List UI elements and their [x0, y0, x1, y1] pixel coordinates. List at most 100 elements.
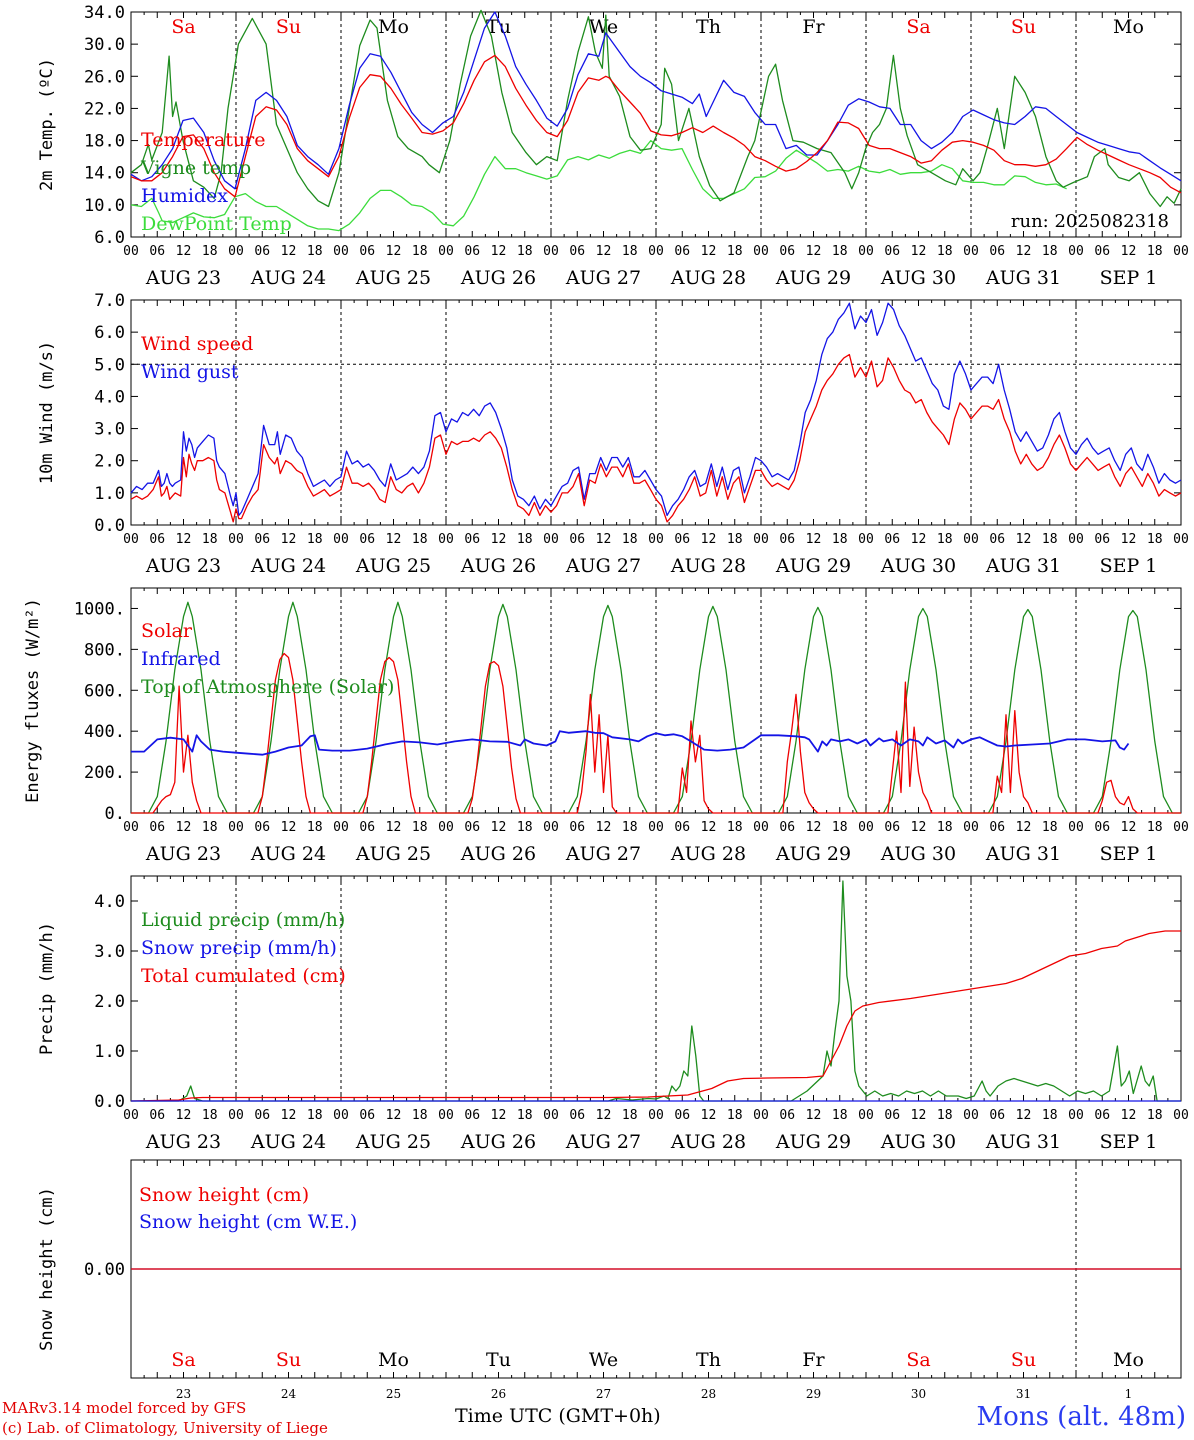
- y-tick-label: 1000.: [74, 599, 125, 619]
- date-label: AUG 30: [880, 555, 956, 577]
- time-axis-label: Time UTC (GMT+0h): [455, 1405, 661, 1427]
- day-number-label: 27: [596, 1387, 611, 1401]
- series-line: [131, 880, 1181, 1102]
- y-tick-label: 2.0: [94, 452, 125, 472]
- series-line: [130, 11, 1182, 190]
- hour-tick-label: 00: [753, 244, 769, 259]
- hour-tick-label: 12: [1016, 244, 1032, 259]
- lab-credit: (c) Lab. of Climatology, University of L…: [2, 1419, 328, 1437]
- date-label: AUG 29: [775, 843, 851, 865]
- hour-tick-label: 00: [438, 532, 454, 547]
- hour-tick-label: 00: [1068, 820, 1084, 835]
- series-label: Temperature: [141, 129, 265, 151]
- day-of-week-label: We: [589, 16, 618, 38]
- y-tick-label: 0.00: [84, 1260, 125, 1280]
- hour-tick-label: 00: [333, 244, 349, 259]
- series-line: [130, 54, 1182, 198]
- hour-tick-label: 18: [412, 1108, 428, 1123]
- hour-tick-label: 18: [307, 244, 323, 259]
- hour-tick-label: 00: [1068, 244, 1084, 259]
- y-tick-label: 0.0: [94, 1092, 125, 1112]
- hour-tick-label: 06: [359, 820, 375, 835]
- hour-tick-label: 12: [386, 532, 402, 547]
- hour-tick-label: 12: [806, 532, 822, 547]
- series-label: Wind gust: [141, 361, 239, 383]
- date-label: AUG 24: [250, 267, 326, 289]
- hour-tick-label: 12: [911, 820, 927, 835]
- y-tick-label: 3.0: [94, 942, 125, 962]
- day-number-label: 23: [176, 1387, 191, 1401]
- hour-tick-label: 06: [1094, 1108, 1110, 1123]
- date-label: AUG 29: [775, 555, 851, 577]
- y-tick-label: 4.0: [94, 892, 125, 912]
- day-of-week-label: Th: [696, 16, 721, 38]
- hour-tick-label: 06: [674, 1108, 690, 1123]
- hour-tick-label: 00: [753, 532, 769, 547]
- date-label: SEP 1: [1100, 555, 1158, 577]
- hour-tick-label: 12: [1121, 532, 1137, 547]
- y-axis-label: 10m Wind (m/s): [37, 341, 57, 484]
- run-annotation: run: 2025082318: [1011, 211, 1169, 232]
- hour-tick-label: 00: [753, 1108, 769, 1123]
- hour-tick-label: 12: [596, 1108, 612, 1123]
- date-label: AUG 30: [880, 1131, 956, 1153]
- day-of-week-label: Sa: [906, 16, 930, 38]
- hour-tick-label: 18: [832, 820, 848, 835]
- date-label: AUG 31: [985, 1131, 1061, 1153]
- hour-tick-label: 12: [491, 820, 507, 835]
- hour-tick-label: 00: [1173, 532, 1189, 547]
- day-number-label: 31: [1016, 1387, 1031, 1401]
- hour-tick-label: 12: [281, 820, 297, 835]
- hour-tick-label: 18: [727, 820, 743, 835]
- hour-tick-label: 06: [359, 1108, 375, 1123]
- series-label: DewPoint Temp: [141, 213, 292, 235]
- series-label: Snow precip (mm/h): [141, 937, 337, 959]
- hour-tick-label: 12: [176, 244, 192, 259]
- date-label: AUG 29: [775, 267, 851, 289]
- hour-tick-label: 18: [1147, 820, 1163, 835]
- hour-tick-label: 06: [779, 820, 795, 835]
- day-of-week-label: Sa: [906, 1349, 930, 1371]
- series-label: Infrared: [141, 648, 221, 670]
- hour-tick-label: 00: [648, 244, 664, 259]
- date-label: AUG 24: [250, 555, 326, 577]
- y-tick-label: 0.0: [94, 516, 125, 536]
- y-tick-label: 34.0: [84, 3, 125, 23]
- hour-tick-label: 06: [779, 1108, 795, 1123]
- hour-tick-label: 18: [202, 820, 218, 835]
- hour-tick-label: 18: [832, 532, 848, 547]
- hour-tick-label: 12: [281, 244, 297, 259]
- hour-tick-label: 06: [1094, 244, 1110, 259]
- hour-tick-label: 06: [359, 244, 375, 259]
- hour-tick-label: 18: [1042, 820, 1058, 835]
- hour-tick-label: 18: [937, 532, 953, 547]
- y-tick-label: 5.0: [94, 355, 125, 375]
- date-label: AUG 28: [670, 1131, 746, 1153]
- date-label: AUG 31: [985, 555, 1061, 577]
- hour-tick-label: 06: [989, 244, 1005, 259]
- hour-tick-label: 18: [202, 532, 218, 547]
- y-tick-label: 6.0: [94, 228, 125, 248]
- hour-tick-label: 12: [281, 1108, 297, 1123]
- date-label: AUG 30: [880, 267, 956, 289]
- date-label: AUG 28: [670, 555, 746, 577]
- hour-tick-label: 18: [937, 1108, 953, 1123]
- day-of-week-label: Su: [276, 1349, 301, 1371]
- day-of-week-label: Mo: [378, 16, 409, 38]
- date-label: AUG 26: [460, 1131, 536, 1153]
- plot-frame: [130, 587, 1182, 814]
- hour-tick-label: 18: [1147, 1108, 1163, 1123]
- hour-tick-label: 12: [596, 244, 612, 259]
- hour-tick-label: 12: [1016, 532, 1032, 547]
- hour-tick-label: 00: [438, 820, 454, 835]
- series-label: Humidex: [141, 185, 228, 207]
- location-label: Mons (alt. 48m): [976, 1402, 1186, 1432]
- hour-tick-label: 12: [701, 820, 717, 835]
- hour-tick-label: 06: [1094, 820, 1110, 835]
- hour-tick-label: 18: [412, 532, 428, 547]
- hour-tick-label: 18: [622, 1108, 638, 1123]
- hour-tick-label: 00: [858, 532, 874, 547]
- hour-tick-label: 00: [1173, 820, 1189, 835]
- hour-tick-label: 06: [884, 820, 900, 835]
